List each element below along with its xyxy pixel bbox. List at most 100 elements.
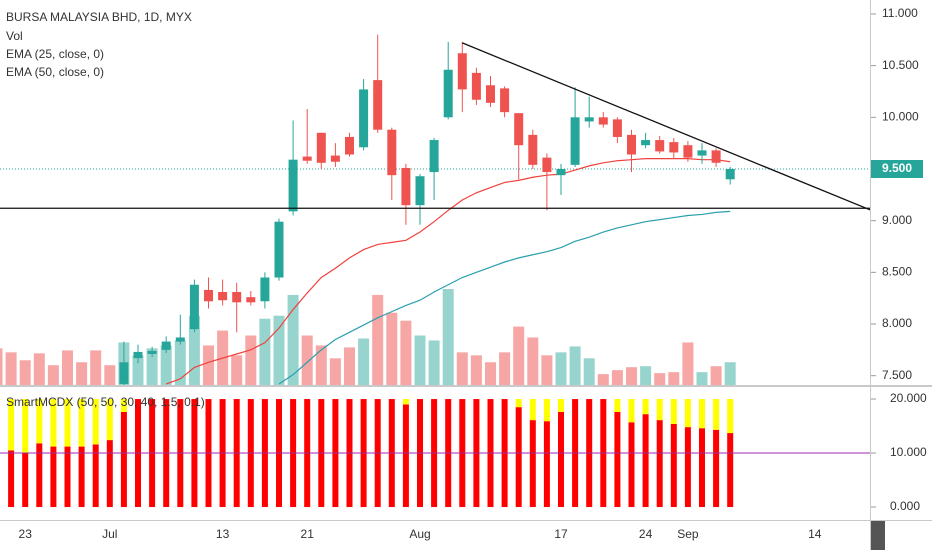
candle-body <box>387 129 397 176</box>
candle-body <box>359 89 369 148</box>
indicator-bar <box>50 399 57 447</box>
trend-line <box>462 42 870 211</box>
x-tick-label: Aug <box>409 527 430 541</box>
volume-bar <box>710 366 722 385</box>
volume-bar <box>513 326 525 385</box>
y-tick-label: 0.000 <box>890 499 920 513</box>
indicator-bar <box>558 412 564 508</box>
candle-body <box>725 168 735 180</box>
volume-bar <box>132 355 144 385</box>
candle-body <box>161 341 171 350</box>
volume-bar <box>386 312 398 385</box>
indicator-bar <box>402 404 409 508</box>
volume-bar <box>626 367 637 385</box>
indicator-bar <box>670 423 677 508</box>
volume-bar <box>527 337 539 385</box>
indicator-bar <box>22 399 29 454</box>
candle-body <box>570 117 580 165</box>
y-tick-label: 11.000 <box>882 6 918 20</box>
y-tick-label: 7.500 <box>882 368 912 382</box>
indicator-bar <box>64 446 71 508</box>
candle-body <box>232 291 242 303</box>
candle-body <box>542 157 552 173</box>
volume-bar <box>541 355 553 385</box>
candle-body <box>401 167 411 206</box>
indicator-pane <box>0 399 870 508</box>
candle-body <box>641 140 651 146</box>
candle-body <box>683 145 693 158</box>
indicator-bar <box>543 421 550 508</box>
volume-bar <box>414 335 426 385</box>
indicator-bar <box>543 399 550 422</box>
volume-bar <box>611 370 623 385</box>
volume-bar <box>47 365 59 385</box>
indicator-bar <box>670 399 677 424</box>
volume-bar <box>499 352 511 385</box>
indicator-bar <box>92 444 99 508</box>
candle-body <box>330 155 340 162</box>
volume-bar <box>76 362 88 385</box>
volume-bar <box>19 360 31 385</box>
volume-bar <box>724 362 736 385</box>
indicator-bar <box>656 399 663 421</box>
x-tick-label: 21 <box>301 527 315 541</box>
volume-bar <box>245 335 257 385</box>
price-pane <box>0 34 870 385</box>
candle-body <box>260 277 270 302</box>
volume-bar <box>104 365 116 385</box>
volume-bar <box>597 374 609 385</box>
x-tick-label: Sep <box>677 527 699 541</box>
volume-bar <box>329 358 341 385</box>
volume-bar <box>485 362 496 385</box>
indicator-bar <box>713 399 720 430</box>
y-tick-label: 8.000 <box>882 316 912 330</box>
candle-body <box>655 140 665 152</box>
candle-body <box>302 156 312 161</box>
volume-bar <box>668 372 680 385</box>
volume-bar <box>5 352 17 385</box>
indicator-bar <box>22 453 29 508</box>
indicator-bar <box>642 414 649 508</box>
indicator-bar <box>713 429 720 508</box>
corner-box <box>871 521 885 550</box>
indicator-title: SmartMCDX (50, 50, 30, 40, 1.5, 0.1) <box>6 395 205 409</box>
candle-body <box>598 117 608 125</box>
candle-body <box>711 150 721 163</box>
y-tick-label: 10.500 <box>882 58 919 72</box>
ema-line <box>278 210 731 385</box>
volume-bar <box>315 345 327 385</box>
candle-body <box>218 291 228 301</box>
x-tick-label: 23 <box>19 527 33 541</box>
candle-body <box>119 362 129 384</box>
volume-bar <box>203 345 214 385</box>
indicator-bar <box>515 399 522 408</box>
last-price-box <box>871 159 923 178</box>
x-tick-label: 24 <box>639 527 653 541</box>
volume-bar <box>400 320 412 385</box>
volume-bar <box>428 340 440 385</box>
volume-bar <box>456 352 468 385</box>
candle-body <box>147 350 157 354</box>
x-tick-label: Jul <box>102 527 117 541</box>
volume-bar <box>62 350 73 385</box>
volume-bar <box>442 289 454 385</box>
candle-body <box>288 159 298 212</box>
candle-body <box>443 69 453 118</box>
indicator-bar <box>727 433 734 508</box>
legend-entry: EMA (25, close, 0) <box>6 47 104 61</box>
y-tick-label: 8.500 <box>882 265 912 279</box>
candle-body <box>345 136 354 155</box>
indicator-bar <box>8 450 15 508</box>
candle-body <box>627 134 636 155</box>
indicator-bar <box>402 399 409 405</box>
y-tick-label: 10.000 <box>882 109 919 123</box>
indicator-bar <box>558 399 564 412</box>
indicator-bar <box>92 399 99 445</box>
indicator-bar <box>50 446 57 508</box>
ema-line <box>165 158 731 385</box>
volume-bar <box>33 353 45 385</box>
candle-body <box>486 85 495 103</box>
x-tick-label: 13 <box>216 527 230 541</box>
last-price-label: 9.500 <box>882 161 912 175</box>
